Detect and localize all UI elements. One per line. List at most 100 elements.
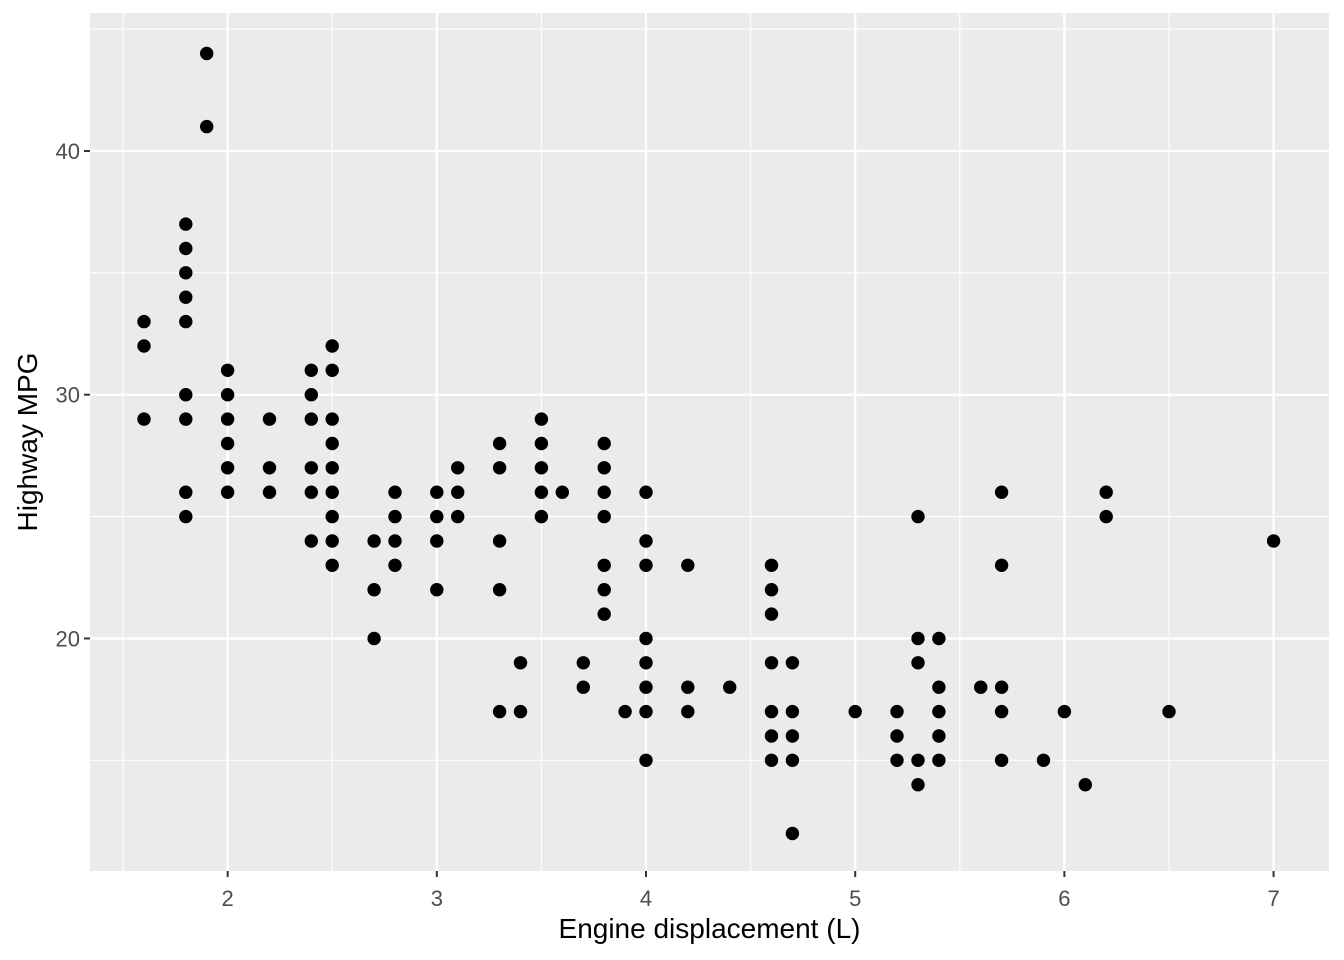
data-point: [367, 631, 381, 646]
data-point: [994, 680, 1009, 694]
data-point: [597, 607, 611, 621]
x-tick-label: 3: [431, 886, 443, 911]
data-point: [179, 290, 193, 304]
data-point: [513, 656, 528, 670]
y-tick-label: 30: [56, 383, 80, 408]
data-point: [304, 461, 318, 475]
x-tick-label: 5: [849, 886, 861, 911]
x-tick-label: 2: [222, 886, 234, 911]
x-tick-label: 4: [640, 886, 652, 911]
data-point: [848, 704, 862, 719]
data-point: [492, 704, 507, 719]
data-point: [1057, 704, 1072, 719]
data-point: [764, 583, 779, 597]
data-point: [932, 631, 946, 646]
data-point: [220, 388, 235, 402]
data-point: [639, 631, 653, 646]
data-point: [764, 753, 779, 767]
x-axis-title: Engine displacement (L): [558, 913, 861, 944]
data-point: [639, 558, 653, 572]
data-point: [932, 753, 946, 767]
y-axis-title: Highway MPG: [12, 352, 43, 532]
data-point: [304, 485, 318, 499]
y-tick-label: 40: [56, 139, 80, 164]
data-point: [220, 461, 235, 475]
data-point: [388, 534, 402, 548]
data-point: [785, 753, 800, 767]
data-point: [932, 704, 946, 719]
data-point: [534, 436, 549, 451]
data-point: [534, 461, 549, 475]
data-point: [220, 485, 235, 499]
x-tick-label: 7: [1267, 886, 1279, 911]
data-point: [785, 656, 800, 670]
data-point: [576, 680, 590, 694]
data-point: [1099, 509, 1113, 524]
data-point: [639, 680, 653, 694]
data-point: [597, 485, 611, 499]
data-point: [325, 363, 339, 377]
data-point: [911, 778, 925, 792]
data-point: [179, 509, 193, 524]
data-point: [492, 583, 507, 597]
data-point: [262, 461, 277, 475]
data-point: [367, 583, 381, 597]
data-point: [1266, 534, 1281, 548]
data-point: [304, 388, 318, 402]
data-point: [1036, 753, 1051, 767]
data-point: [430, 509, 444, 524]
data-point: [430, 485, 444, 499]
data-point: [723, 680, 737, 694]
data-point: [325, 558, 339, 572]
data-point: [534, 509, 549, 524]
data-point: [179, 314, 193, 329]
data-point: [325, 436, 339, 451]
data-point: [220, 363, 235, 377]
data-point: [179, 217, 193, 231]
data-point: [325, 534, 339, 548]
data-point: [367, 534, 381, 548]
data-point: [492, 534, 507, 548]
data-point: [764, 704, 779, 719]
data-point: [994, 558, 1009, 572]
data-point: [220, 412, 235, 426]
data-point: [262, 412, 277, 426]
x-tick-label: 6: [1058, 886, 1070, 911]
data-point: [974, 680, 988, 694]
data-point: [451, 485, 465, 499]
data-point: [325, 509, 339, 524]
data-point: [681, 704, 695, 719]
data-point: [179, 412, 193, 426]
data-point: [1078, 778, 1093, 792]
data-point: [764, 607, 779, 621]
data-point: [639, 656, 653, 670]
data-point: [179, 485, 193, 499]
data-point: [639, 485, 653, 499]
data-point: [994, 704, 1009, 719]
data-point: [785, 826, 800, 841]
data-point: [262, 485, 277, 499]
data-point: [764, 729, 779, 743]
data-point: [994, 485, 1009, 499]
data-point: [576, 656, 590, 670]
data-point: [597, 558, 611, 572]
data-point: [534, 485, 549, 499]
data-point: [785, 729, 800, 743]
data-point: [639, 704, 653, 719]
data-point: [451, 509, 465, 524]
data-point: [764, 558, 779, 572]
data-point: [597, 436, 611, 451]
data-point: [785, 704, 800, 719]
data-point: [639, 753, 653, 767]
data-point: [618, 704, 632, 719]
data-point: [890, 729, 904, 743]
data-point: [890, 753, 904, 767]
data-point: [220, 436, 235, 451]
data-point: [200, 119, 214, 134]
data-point: [137, 412, 151, 426]
data-point: [890, 704, 904, 719]
data-point: [994, 753, 1009, 767]
data-point: [911, 753, 925, 767]
data-point: [534, 412, 549, 426]
